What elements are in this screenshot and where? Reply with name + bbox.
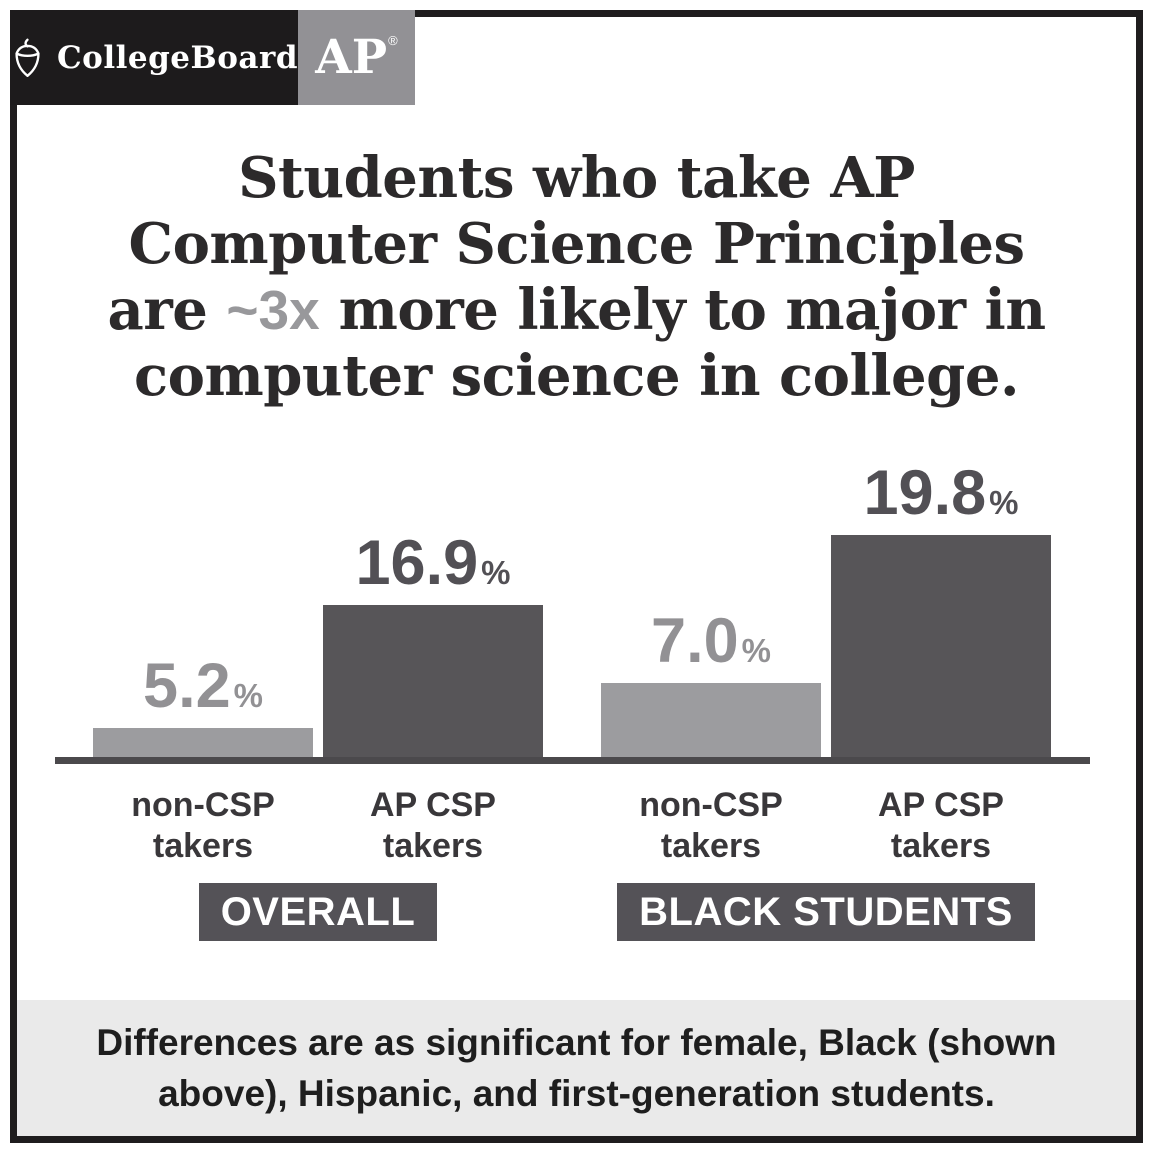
headline-line2: Computer Science Principles [128, 211, 1025, 277]
footer-band: Differences are as significant for femal… [17, 1000, 1136, 1136]
category-label-black-students-non-csp-takers: non-CSP takers [639, 786, 783, 865]
value-label-overall-non-csp-takers: 5.2% [143, 653, 263, 719]
headline: Students who take AP Computer Science Pr… [17, 145, 1136, 409]
headline-line1: Students who take AP [238, 145, 915, 211]
value-label-black-students-ap-csp-takers: 19.8% [864, 460, 1019, 526]
value-number: 5.2 [143, 650, 231, 721]
badge-cell: OVERALL [93, 883, 543, 941]
bar-wrap-overall-ap-csp-takers: 16.9% [323, 530, 543, 757]
category-label-overall-non-csp-takers: non-CSP takers [131, 786, 275, 865]
headline-multiplier-highlight: ~3x [226, 279, 320, 341]
value-label-black-students-non-csp-takers: 7.0% [651, 608, 771, 674]
footer-note-line2: above), Hispanic, and first-generation s… [158, 1073, 995, 1114]
category-labels-row: non-CSP takers AP CSP takers non-CSP taker… [55, 785, 1090, 867]
value-unit: % [233, 676, 263, 714]
bar-group: 5.2% 16.9% [93, 530, 543, 757]
value-number: 19.8 [863, 457, 987, 528]
header: CollegeBoard AP ® [10, 10, 415, 105]
value-unit: % [989, 483, 1019, 521]
outer-frame: CollegeBoard AP ® Students who take AP C… [10, 10, 1143, 1143]
bar-black-students-ap-csp-takers [831, 535, 1051, 757]
ap-logo: AP ® [298, 10, 415, 105]
value-number: 7.0 [651, 605, 739, 676]
value-unit: % [481, 553, 511, 591]
bar-black-students-non-csp-takers [601, 683, 821, 757]
category-label-black-students-ap-csp-takers: AP CSP takers [878, 786, 1004, 865]
footer-note: Differences are as significant for femal… [96, 1017, 1056, 1119]
bar-overall-ap-csp-takers [323, 605, 543, 757]
bar-group: 7.0% 19.8% [601, 460, 1051, 757]
registered-trademark-symbol: ® [388, 33, 398, 48]
acorn-icon [15, 38, 40, 77]
headline-line3-post: more likely to major in [319, 277, 1046, 343]
bar-chart: 5.2% 16.9% 7.0% 19.8% non-CSP takers AP CSP t… [55, 455, 1090, 941]
group-badge-overall: OVERALL [198, 883, 438, 941]
headline-line3-pre: are [107, 277, 227, 343]
group-badge-black-students: BLACK STUDENTS [617, 883, 1035, 941]
ap-wordmark: AP [315, 30, 388, 85]
category-label-group: non-CSP takers AP CSP takers [601, 785, 1051, 867]
bar-wrap-black-students-ap-csp-takers: 19.8% [831, 460, 1051, 757]
college-board-wordmark: CollegeBoard [57, 39, 298, 76]
headline-line4: computer science in college. [134, 343, 1019, 409]
category-label-overall-ap-csp-takers: AP CSP takers [370, 786, 496, 865]
group-badges-row: OVERALL BLACK STUDENTS [55, 883, 1090, 941]
bar-wrap-black-students-non-csp-takers: 7.0% [601, 608, 821, 757]
footer-note-line1: Differences are as significant for femal… [96, 1022, 1057, 1063]
bars-row: 5.2% 16.9% 7.0% 19.8% [55, 455, 1090, 764]
bar-overall-non-csp-takers [93, 728, 313, 757]
college-board-logo: CollegeBoard [10, 10, 298, 105]
value-label-overall-ap-csp-takers: 16.9% [356, 530, 511, 596]
bar-wrap-overall-non-csp-takers: 5.2% [93, 653, 313, 757]
value-unit: % [741, 631, 771, 669]
value-number: 16.9 [355, 527, 479, 598]
category-label-group: non-CSP takers AP CSP takers [93, 785, 543, 867]
badge-cell: BLACK STUDENTS [601, 883, 1051, 941]
